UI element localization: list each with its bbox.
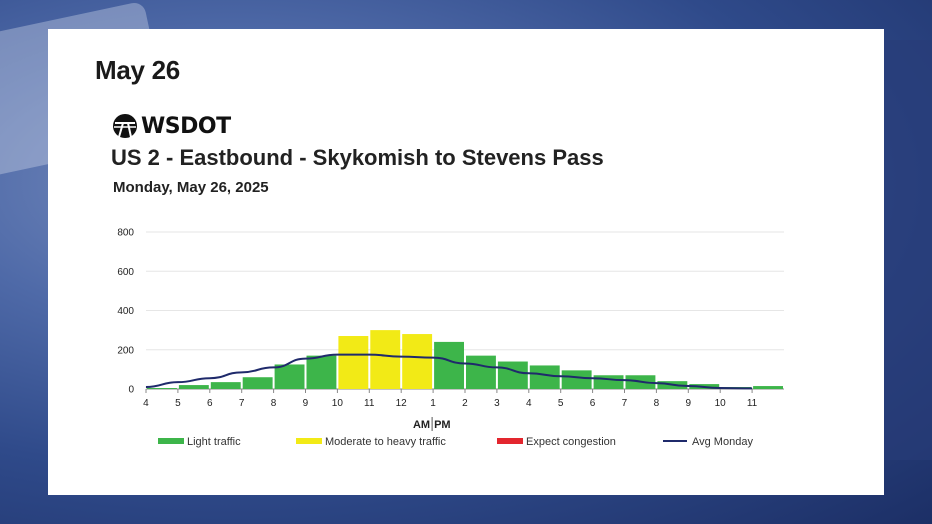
- bar: [242, 377, 273, 389]
- legend-label: Expect congestion: [526, 436, 616, 448]
- x-tick-label: 2: [462, 398, 468, 409]
- bar: [306, 355, 337, 389]
- x-tick-label: 8: [271, 398, 277, 409]
- legend-label: Moderate to heavy traffic: [325, 436, 446, 448]
- bar: [178, 385, 209, 389]
- x-tick-label: 8: [654, 398, 660, 409]
- legend-swatch: [158, 438, 184, 444]
- bar: [338, 336, 369, 389]
- bar: [561, 370, 592, 389]
- bar: [434, 341, 464, 389]
- logo-text: WSDOT: [141, 113, 231, 139]
- x-tick-label: 5: [175, 398, 181, 409]
- bar: [466, 355, 496, 389]
- x-axis-label-am: AM: [413, 419, 430, 431]
- legend-label: Avg Monday: [692, 436, 753, 448]
- y-tick-label: 400: [117, 306, 134, 317]
- bar: [402, 334, 433, 389]
- x-tick-label: 4: [526, 398, 532, 409]
- x-tick-label: 10: [332, 398, 344, 409]
- avg-monday-line: [145, 353, 753, 390]
- x-tick-label: 9: [303, 398, 309, 409]
- bar: [274, 364, 305, 389]
- date-heading: May 26: [95, 55, 180, 85]
- bar: [753, 386, 783, 389]
- bar: [210, 382, 241, 389]
- bar: [593, 375, 624, 389]
- bar: [497, 361, 528, 389]
- chart-subtitle: Monday, May 26, 2025: [113, 179, 269, 196]
- wsdot-logo-icon: [113, 114, 137, 138]
- legend-swatch: [497, 438, 523, 444]
- x-tick-label: 11: [747, 398, 758, 409]
- x-tick-label: 7: [239, 398, 245, 409]
- x-tick-label: 9: [685, 398, 691, 409]
- x-tick-label: 7: [622, 398, 628, 409]
- x-tick-label: 6: [207, 398, 213, 409]
- legend-swatch: [296, 438, 322, 444]
- y-tick-label: 0: [128, 385, 134, 396]
- wsdot-logo: WSDOT: [112, 113, 231, 139]
- x-tick-label: 10: [715, 398, 727, 409]
- bar: [370, 330, 401, 389]
- bar: [529, 365, 560, 389]
- x-tick-label: 4: [143, 398, 149, 409]
- x-tick-label: 1: [430, 398, 436, 409]
- x-axis-label-pm: PM: [434, 419, 451, 431]
- bar: [147, 388, 177, 389]
- chart-card: May 26 WSDOT US 2 - Eastbound - Skykomis…: [48, 29, 884, 495]
- y-tick-label: 600: [117, 267, 134, 278]
- legend-label: Light traffic: [187, 436, 241, 448]
- x-tick-label: 11: [364, 398, 375, 409]
- chart-title: US 2 - Eastbound - Skykomish to Stevens …: [111, 145, 604, 170]
- x-tick-label: 3: [494, 398, 500, 409]
- y-tick-label: 200: [117, 345, 134, 356]
- x-tick-label: 5: [558, 398, 564, 409]
- x-tick-label: 6: [590, 398, 596, 409]
- y-tick-label: 800: [117, 228, 134, 239]
- x-tick-label: 12: [396, 398, 408, 409]
